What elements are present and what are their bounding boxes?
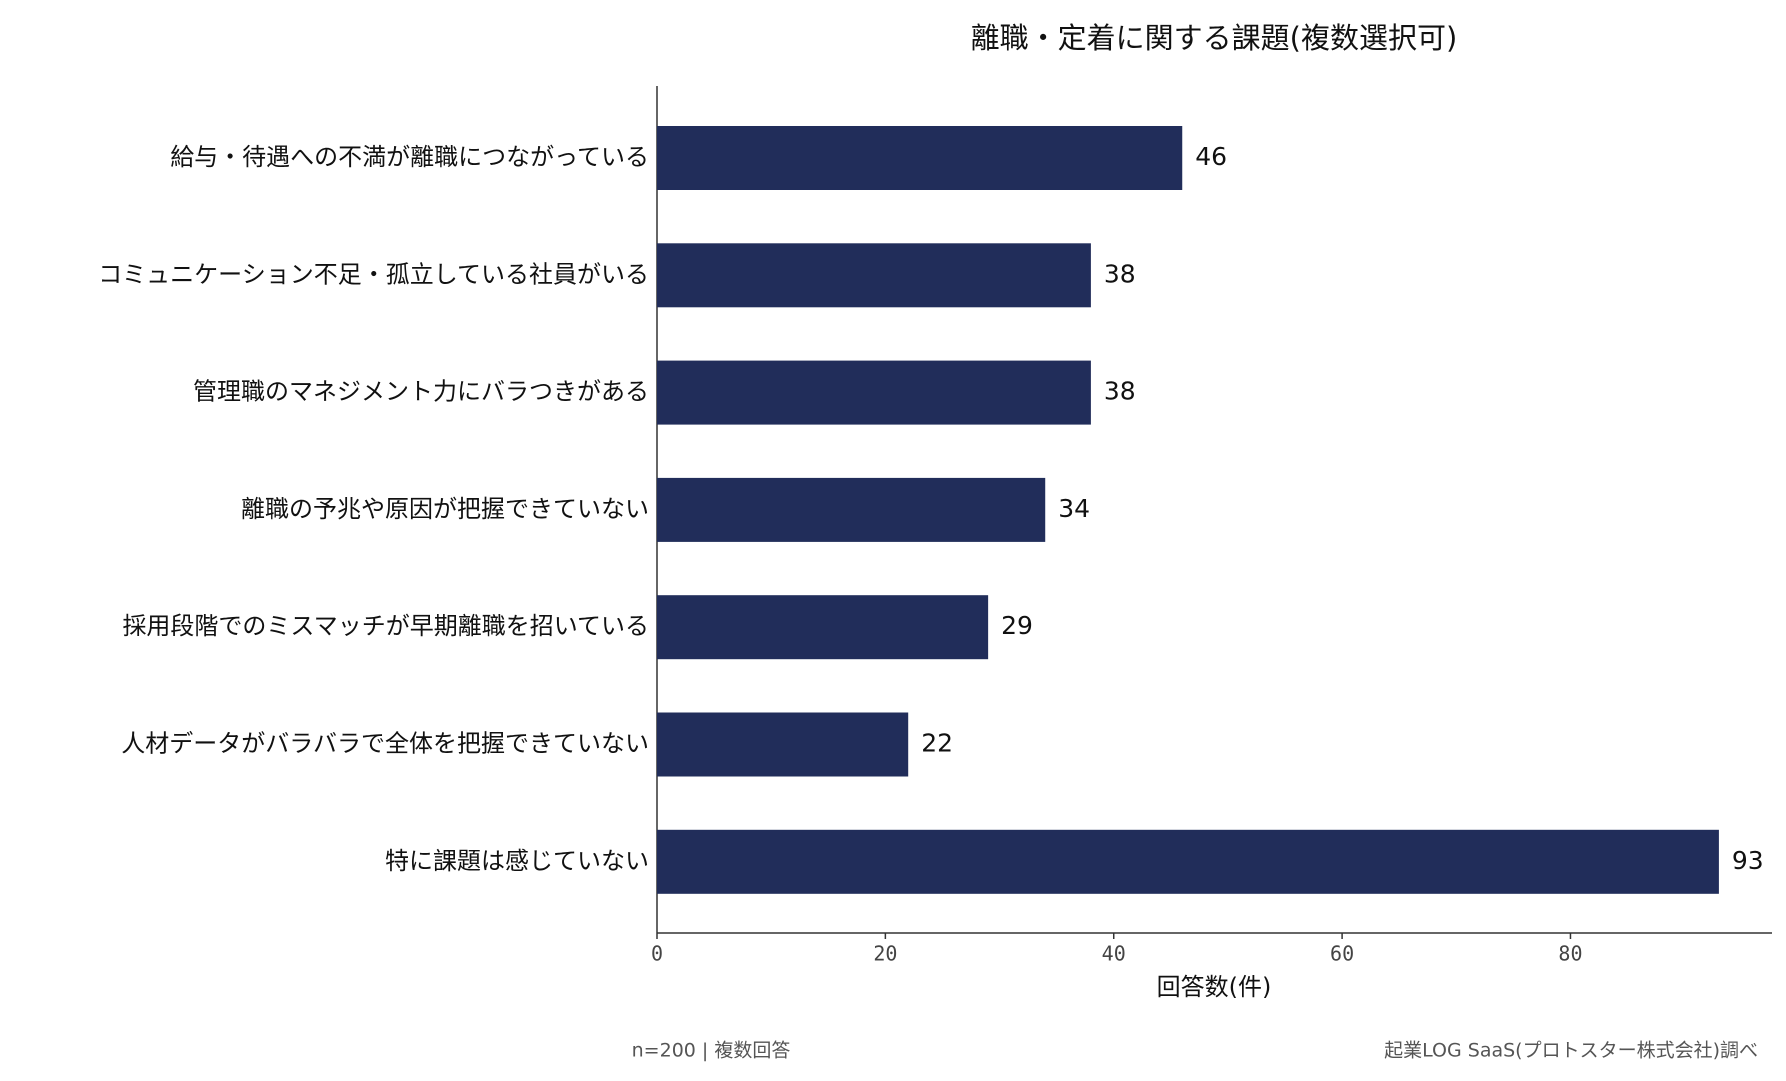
value-label: 46 bbox=[1195, 142, 1227, 171]
y-tick-label: 離職の予兆や原因が把握できていない bbox=[241, 495, 649, 523]
y-tick-label: 採用段階でのミスマッチが早期離職を招いている bbox=[122, 612, 649, 640]
x-tick-label: 40 bbox=[1102, 942, 1126, 966]
x-tick-label: 20 bbox=[873, 942, 897, 966]
y-tick-label: 管理職のマネジメント力にバラつきがある bbox=[193, 378, 649, 406]
value-label: 22 bbox=[921, 729, 953, 758]
bar bbox=[657, 360, 1091, 425]
y-tick-label: 人材データがバラバラで全体を把握できていない bbox=[121, 730, 649, 758]
x-tick-label: 80 bbox=[1558, 942, 1582, 966]
y-tick-label: コミュニケーション不足・孤立している社員がいる bbox=[98, 260, 649, 288]
x-tick-label: 0 bbox=[651, 942, 663, 966]
x-axis-label: 回答数(件) bbox=[1157, 973, 1272, 1001]
bar bbox=[657, 477, 1046, 542]
bar bbox=[657, 829, 1719, 894]
bar bbox=[657, 712, 909, 777]
y-tick-label: 給与・待遇への不満が離職につながっている bbox=[170, 143, 649, 171]
bar bbox=[657, 595, 989, 660]
value-label: 93 bbox=[1732, 846, 1764, 875]
y-tick-label: 特に課題は感じていない bbox=[385, 847, 649, 875]
value-label: 38 bbox=[1104, 377, 1136, 406]
bar bbox=[657, 126, 1183, 190]
value-label: 34 bbox=[1058, 494, 1090, 523]
value-label: 38 bbox=[1104, 259, 1136, 288]
footnote: n=200 | 複数回答 bbox=[632, 1040, 791, 1062]
chart-title: 離職・定着に関する課題(複数選択可) bbox=[971, 21, 1458, 55]
x-tick-label: 60 bbox=[1330, 942, 1354, 966]
bar bbox=[657, 243, 1091, 308]
source-note: 起業LOG SaaS(プロトスター株式会社)調べ bbox=[1384, 1040, 1758, 1062]
value-label: 29 bbox=[1001, 611, 1033, 640]
